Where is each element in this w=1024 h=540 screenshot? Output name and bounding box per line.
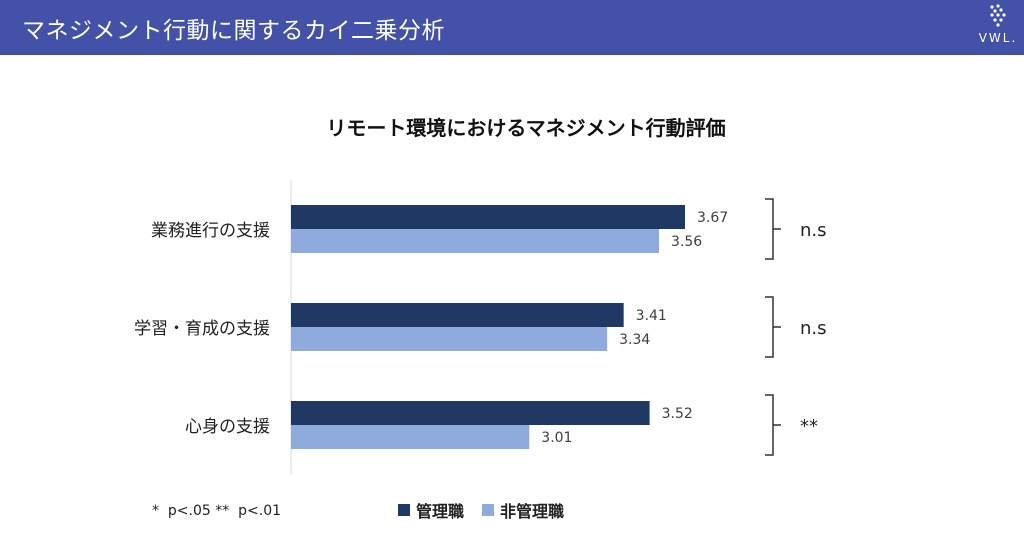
- logo-text: VWL.: [978, 31, 1018, 45]
- bar-manager: [291, 303, 624, 327]
- chart-legend: 管理職 非管理職: [398, 498, 582, 522]
- bar-manager: [291, 205, 685, 229]
- value-label-non-manager: 3.01: [541, 430, 572, 446]
- bar-non-manager: [291, 327, 608, 351]
- significance-bracket: [765, 198, 781, 260]
- header-bar: マネジメント行動に関するカイ二乗分析 VWL.: [0, 0, 1024, 55]
- value-label-manager: 3.41: [636, 308, 667, 324]
- legend-item-manager: 管理職: [398, 498, 464, 522]
- value-label-manager: 3.67: [697, 210, 728, 226]
- category-label: 心身の支援: [185, 417, 270, 437]
- vwl-logo: VWL.: [976, 3, 1020, 51]
- value-label-non-manager: 3.34: [619, 332, 650, 348]
- category-label: 業務進行の支援: [151, 221, 270, 241]
- value-label-non-manager: 3.56: [671, 234, 702, 250]
- significance-bracket: [765, 296, 781, 358]
- significance-footnote: * p<.05 ** p<.01: [152, 503, 282, 519]
- legend-item-non-manager: 非管理職: [482, 498, 564, 522]
- legend-label-non-manager: 非管理職: [500, 502, 565, 521]
- legend-swatch-manager: [398, 504, 410, 516]
- bar-non-manager: [291, 425, 530, 449]
- significance-label: n.s: [800, 220, 827, 241]
- significance-label: **: [800, 416, 818, 437]
- legend-swatch-non-manager: [482, 504, 495, 516]
- significance-bracket: [765, 394, 781, 456]
- value-label-manager: 3.52: [662, 406, 693, 422]
- bar-non-manager: [291, 229, 660, 253]
- logo-dots-icon: [990, 4, 1006, 27]
- page-title: マネジメント行動に関するカイ二乗分析: [22, 18, 445, 44]
- chart-title: リモート環境におけるマネジメント行動評価: [326, 116, 726, 140]
- legend-label-manager: 管理職: [416, 502, 465, 521]
- category-label: 学習・育成の支援: [134, 319, 270, 339]
- bar-manager: [291, 401, 650, 425]
- significance-label: n.s: [800, 318, 827, 339]
